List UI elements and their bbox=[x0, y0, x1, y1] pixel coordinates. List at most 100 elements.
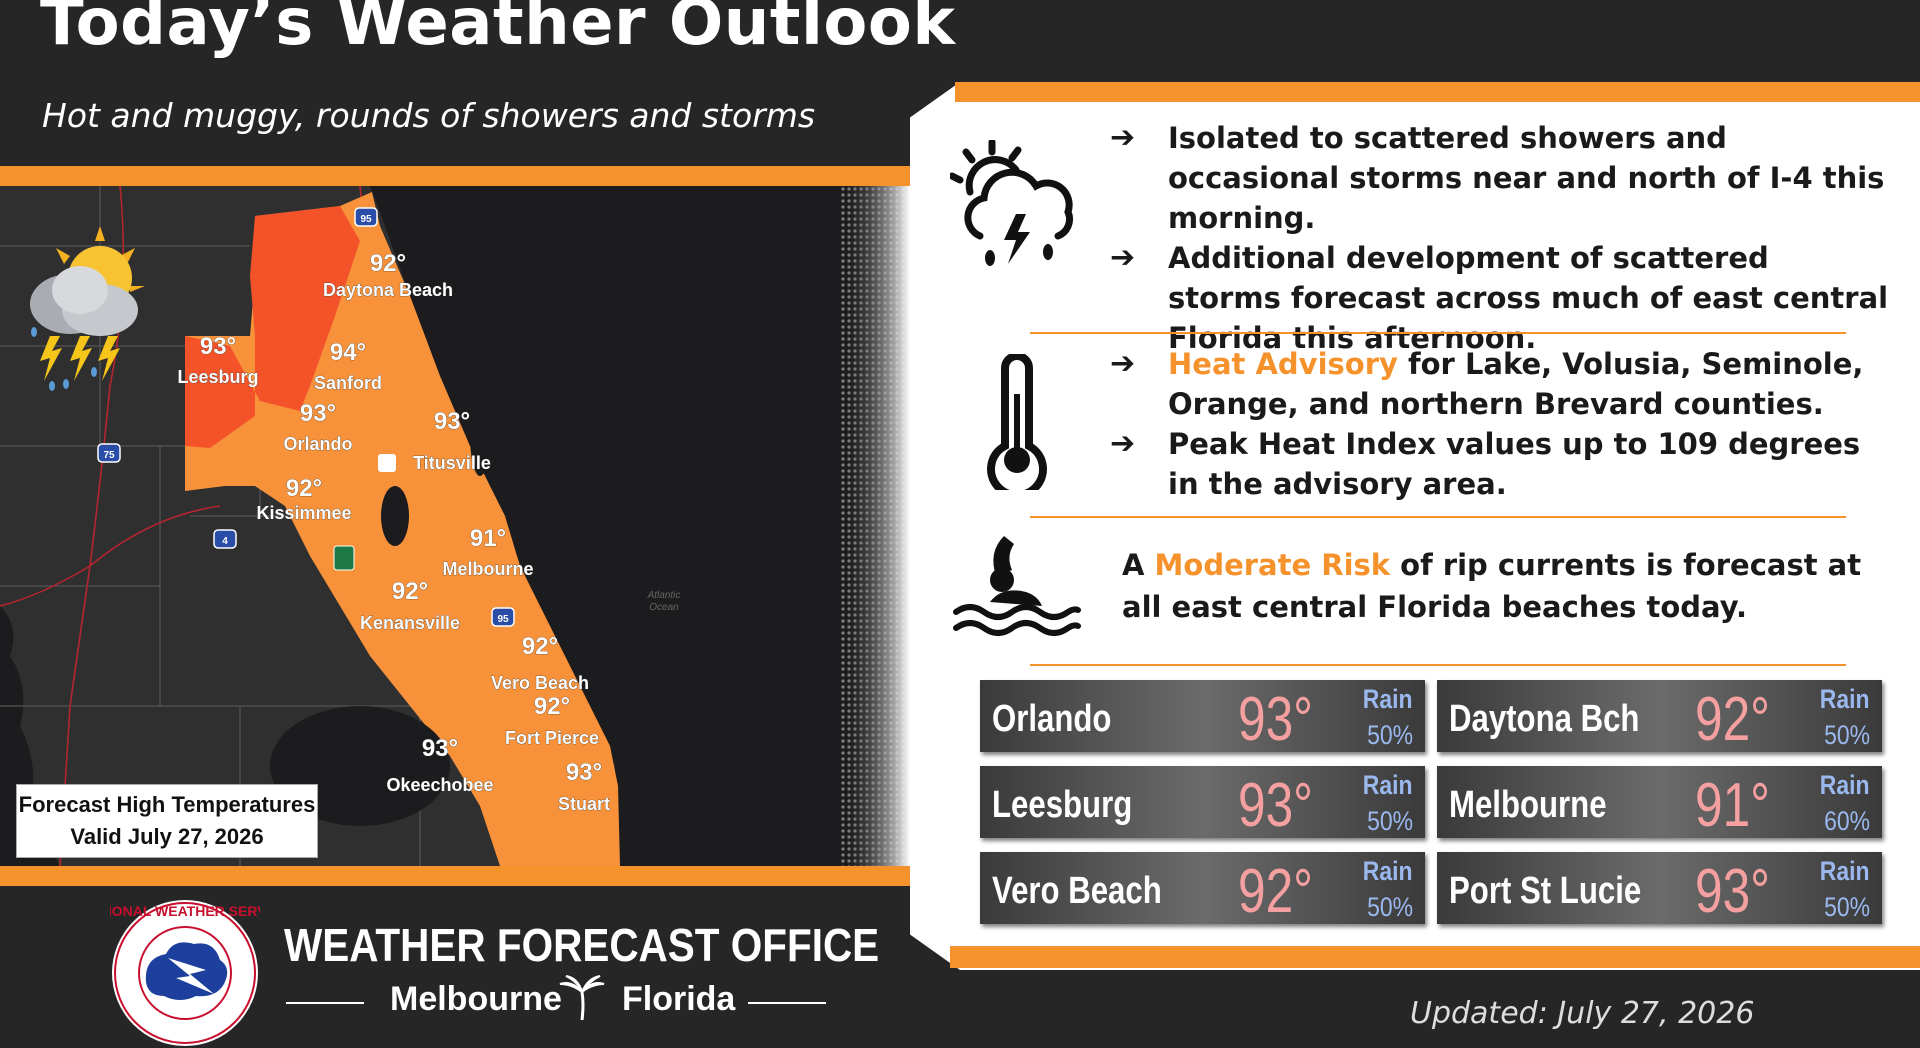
city-card: Port St Lucie 93° Rain 50% bbox=[1437, 852, 1882, 926]
map-temp-label: 92° bbox=[286, 475, 322, 502]
rain-label: Rain bbox=[1820, 770, 1870, 800]
map-city-label: Fort Pierce bbox=[505, 728, 599, 748]
city-name: Orlando bbox=[992, 698, 1112, 740]
palm-tree-icon bbox=[559, 975, 605, 1021]
panel-top-bar bbox=[955, 82, 1920, 102]
map-caption-valid: Valid July 27, 2026 bbox=[70, 824, 264, 849]
bullet-text: Additional development of scattered stor… bbox=[1168, 241, 1889, 355]
section-divider bbox=[1030, 332, 1846, 334]
moderate-risk-highlight: Moderate Risk bbox=[1154, 548, 1391, 582]
map-temp-label: 93° bbox=[566, 759, 602, 786]
section-divider bbox=[1030, 516, 1846, 518]
map-city-label: Kissimmee bbox=[256, 503, 351, 523]
map-city-label: Daytona Beach bbox=[323, 280, 453, 300]
highway-shields: 95 75 4 95 bbox=[97, 207, 515, 627]
city-high-temp: 92° bbox=[1695, 685, 1771, 754]
orange-divider-bottom bbox=[0, 866, 930, 886]
bullet-item: ➔ Heat Advisory for Lake, Volusia, Semino… bbox=[1110, 344, 1890, 424]
office-title: WEATHER FORECAST OFFICE bbox=[284, 919, 880, 971]
rain-chance: 50% bbox=[1824, 892, 1870, 922]
swimmer-icon bbox=[953, 536, 1081, 636]
city-high-temp: 91° bbox=[1695, 771, 1771, 840]
arrow-icon: ➔ bbox=[1110, 426, 1136, 461]
bullet-item: ➔ Peak Heat Index values up to 109 degree… bbox=[1110, 424, 1890, 504]
svg-text:95: 95 bbox=[497, 614, 509, 625]
map-caption: Forecast High Temperatures Valid July 27… bbox=[16, 784, 318, 858]
arrow-icon: ➔ bbox=[1110, 240, 1136, 275]
sun-storm-icon bbox=[30, 226, 145, 391]
divider-line bbox=[748, 1002, 826, 1004]
rip-current-text: A Moderate Risk of rip currents is forec… bbox=[1122, 544, 1892, 628]
office-city: Melbourne bbox=[390, 980, 562, 1018]
water-label: Ocean bbox=[649, 602, 679, 613]
city-high-temp: 93° bbox=[1238, 771, 1314, 840]
map-city-label: Stuart bbox=[558, 794, 610, 814]
city-name: Leesburg bbox=[992, 784, 1133, 826]
map-caption-title: Forecast High Temperatures bbox=[18, 792, 316, 817]
section-divider bbox=[1030, 664, 1846, 666]
city-name: Vero Beach bbox=[992, 870, 1162, 912]
water-label: Atlantic bbox=[647, 590, 681, 601]
storm-bullets: ➔ Isolated to scattered showers and occas… bbox=[1110, 118, 1890, 358]
map-temp-label: 93° bbox=[434, 408, 470, 435]
rain-chance: 50% bbox=[1367, 892, 1413, 922]
bullet-text: Heat Advisory for Lake, Volusia, Seminol… bbox=[1168, 344, 1890, 424]
arrow-icon: ➔ bbox=[1110, 120, 1136, 155]
map-temp-label: 91° bbox=[470, 525, 506, 552]
city-high-temp: 92° bbox=[1238, 857, 1314, 926]
rain-chance: 50% bbox=[1367, 720, 1413, 750]
map-temp-label: 93° bbox=[422, 735, 458, 762]
city-name: Daytona Bch bbox=[1449, 698, 1640, 740]
rain-label: Rain bbox=[1363, 770, 1413, 800]
map-temp-label: 93° bbox=[300, 400, 336, 427]
gulf-water bbox=[0, 606, 60, 866]
map-city-label: Kenansville bbox=[360, 613, 460, 633]
rain-chance: 50% bbox=[1824, 720, 1870, 750]
city-high-temp: 93° bbox=[1695, 857, 1771, 926]
forecast-map: 95 75 4 95 Atlantic Ocean 92° Daytona Bea… bbox=[0, 186, 910, 866]
rip-rest: of rip currents is forecast at all east … bbox=[1122, 548, 1862, 624]
nws-logo: NATIONAL WEATHER SERVICE bbox=[110, 900, 260, 1046]
rain-label: Rain bbox=[1820, 684, 1870, 714]
city-card: Vero Beach 92° Rain 50% bbox=[980, 852, 1425, 926]
updated-timestamp: Updated: July 27, 2026 bbox=[1410, 996, 1755, 1031]
bullet-item: ➔ Additional development of scattered sto… bbox=[1110, 238, 1890, 358]
map-city-label: Orlando bbox=[283, 434, 352, 454]
panel-bottom-bar bbox=[950, 946, 1920, 968]
city-card: Daytona Bch 92° Rain 50% bbox=[1437, 680, 1882, 754]
bullet-text-rest: for Lake, Volusia, Seminole, Orange, and… bbox=[1168, 347, 1864, 421]
thermometer-icon bbox=[987, 354, 1047, 490]
city-card: Orlando 93° Rain 50% bbox=[980, 680, 1425, 754]
city-card: Leesburg 93° Rain 50% bbox=[980, 766, 1425, 840]
map-fade-gradient bbox=[840, 186, 910, 866]
city-name: Port St Lucie bbox=[1449, 870, 1642, 912]
map-temp-label: 92° bbox=[522, 633, 558, 660]
map-temp-label: 94° bbox=[330, 339, 366, 366]
map-city-label: Vero Beach bbox=[491, 673, 589, 693]
map-temp-label: 93° bbox=[200, 333, 236, 360]
map-temp-label: 92° bbox=[534, 693, 570, 720]
svg-text:95: 95 bbox=[360, 214, 372, 225]
svg-text:75: 75 bbox=[103, 450, 115, 461]
heat-bullets: ➔ Heat Advisory for Lake, Volusia, Semino… bbox=[1110, 344, 1890, 504]
heat-advisory-area bbox=[185, 206, 360, 448]
map-city-label: Leesburg bbox=[177, 367, 258, 387]
rain-chance: 50% bbox=[1367, 806, 1413, 836]
office-state: Florida bbox=[622, 980, 736, 1018]
map-temp-label: 92° bbox=[370, 250, 406, 277]
page-title: Today’s Weather Outlook bbox=[40, 0, 956, 60]
rain-label: Rain bbox=[1363, 684, 1413, 714]
bullet-item: ➔ Isolated to scattered showers and occas… bbox=[1110, 118, 1890, 238]
city-high-temp: 93° bbox=[1238, 685, 1314, 754]
rain-label: Rain bbox=[1363, 856, 1413, 886]
map-temp-label: 92° bbox=[392, 578, 428, 605]
map-city-label: Titusville bbox=[413, 453, 491, 473]
bullet-text: Peak Heat Index values up to 109 degrees… bbox=[1168, 427, 1861, 501]
rain-label: Rain bbox=[1820, 856, 1870, 886]
map-city-label: Sanford bbox=[314, 373, 382, 393]
city-card: Melbourne 91° Rain 60% bbox=[1437, 766, 1882, 840]
office-location: Melbourne Florida bbox=[286, 975, 826, 1024]
rain-chance: 60% bbox=[1824, 806, 1870, 836]
storm-cloud-icon bbox=[950, 140, 1073, 266]
rip-prefix: A bbox=[1122, 548, 1155, 582]
